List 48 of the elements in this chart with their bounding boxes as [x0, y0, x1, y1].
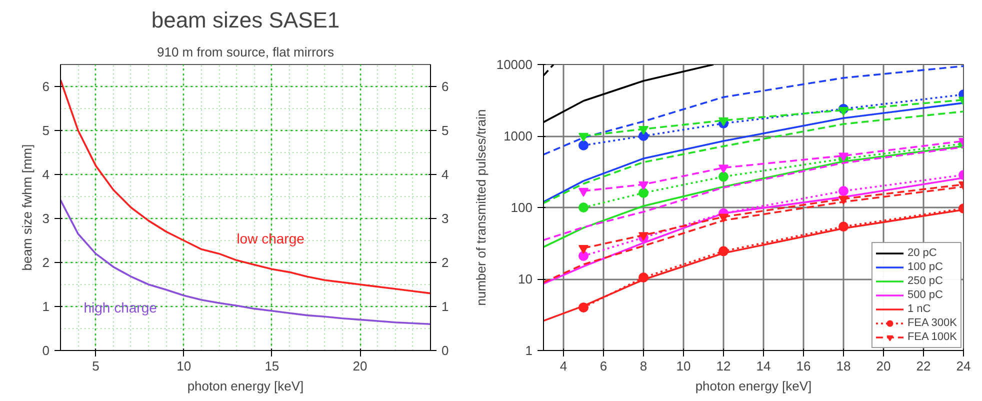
x-axis-title: photon energy [keV] — [695, 378, 812, 394]
x-tick-label: 5 — [92, 358, 100, 374]
y2-tick-label: 4 — [442, 167, 449, 182]
legend-label: 500 pC — [907, 288, 943, 302]
x-tick-label: 22 — [916, 358, 931, 374]
y-tick-label: 2 — [42, 255, 50, 270]
y-tick-label: 100 — [510, 200, 533, 215]
x-tick-label: 16 — [796, 358, 811, 374]
y-axis-title: beam size fwhm [mm] — [19, 144, 34, 271]
y-tick-label: 3 — [42, 211, 50, 226]
y-tick-label: 6 — [42, 79, 50, 94]
legend-label: 1 nC — [907, 302, 931, 316]
y2-tick-label: 6 — [442, 79, 449, 94]
y2-tick-label: 1 — [442, 299, 449, 314]
y-tick-label: 4 — [42, 167, 50, 182]
x-tick-label: 15 — [264, 358, 280, 374]
x-tick-label: 20 — [352, 358, 368, 374]
y2-tick-label: 0 — [442, 343, 449, 358]
legend-label: 100 pC — [907, 260, 943, 274]
chart-subtitle: 910 m from source, flat mirrors — [157, 44, 334, 60]
y-tick-label: 1 — [525, 343, 533, 358]
x-tick-label: 12 — [716, 358, 731, 374]
chart-title: beam sizes SASE1 — [151, 8, 340, 32]
x-axis-title: photon energy [keV] — [187, 378, 304, 394]
y-tick-label: 1000 — [504, 128, 532, 144]
y-tick-label: 10 — [518, 272, 533, 286]
x-tick-label: 6 — [600, 358, 608, 374]
legend-label: 250 pC — [907, 274, 943, 288]
y2-tick-label: 2 — [442, 255, 449, 270]
series-label: low charge — [236, 230, 305, 246]
legend-label: 20 pC — [907, 246, 937, 260]
x-tick-label: 14 — [756, 358, 771, 374]
y-tick-label: 5 — [42, 123, 50, 138]
x-tick-label: 4 — [560, 358, 568, 374]
y-tick-label: 10000 — [496, 57, 533, 72]
x-tick-label: 10 — [176, 358, 192, 374]
x-tick-label: 20 — [876, 358, 891, 374]
y2-tick-label: 3 — [442, 211, 449, 226]
y-tick-label: 1 — [42, 299, 50, 314]
x-tick-label: 10 — [676, 358, 691, 374]
y-tick-label: 0 — [42, 343, 50, 358]
y-axis-title: number of transmitted pulses/train — [473, 109, 488, 306]
legend-label: FEA 300K — [907, 316, 957, 330]
x-tick-label: 24 — [956, 358, 971, 374]
y2-tick-label: 5 — [442, 123, 449, 138]
legend-label: FEA 100K — [907, 330, 957, 344]
x-tick-label: 18 — [836, 358, 851, 374]
x-tick-label: 8 — [640, 358, 648, 374]
